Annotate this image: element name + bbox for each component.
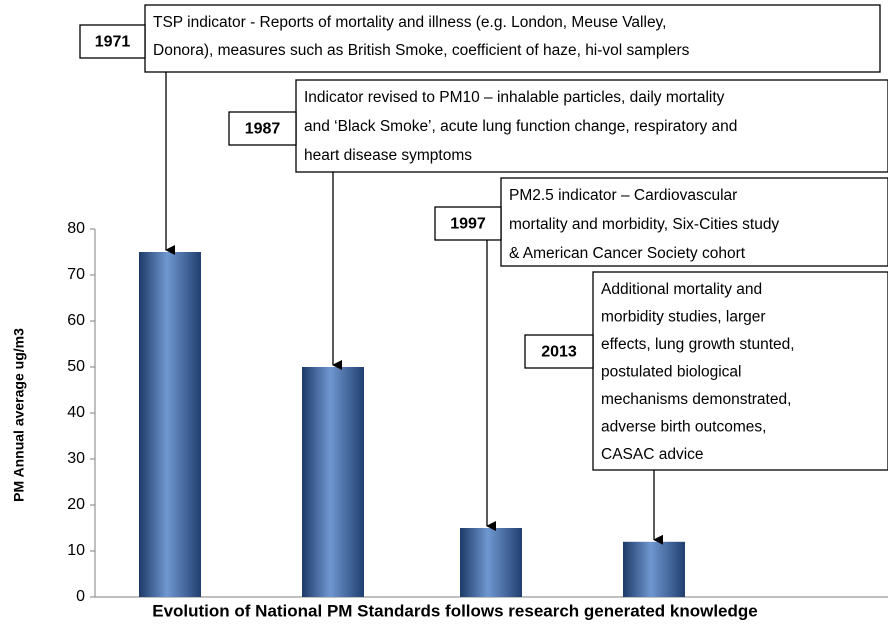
annotation-text: Additional mortality and	[601, 281, 762, 298]
y-tick-label: 30	[67, 450, 85, 467]
annotation-text: and ‘Black Smoke’, acute lung function c…	[304, 118, 737, 135]
y-tick-label: 60	[67, 312, 85, 329]
annotation-box	[500, 177, 888, 267]
y-tick-label: 40	[67, 404, 85, 421]
annotation-box	[295, 79, 888, 173]
annotation-text: adverse birth outcomes,	[601, 419, 766, 436]
annotation-text: Donora), measures such as British Smoke,…	[153, 42, 690, 59]
year-box	[524, 334, 594, 369]
annotation-text: TSP indicator - Reports of mortality and…	[153, 14, 666, 31]
x-axis-label: Evolution of National PM Standards follo…	[152, 601, 758, 620]
bar	[623, 541, 685, 597]
y-tick-label: 50	[67, 358, 85, 375]
annotation-text: PM2.5 indicator – Cardiovascular	[509, 187, 737, 204]
year-box	[79, 24, 146, 59]
year-label: 1987	[245, 121, 281, 138]
annotation-text: effects, lung growth stunted,	[601, 336, 795, 353]
y-tick-label: 0	[76, 588, 85, 605]
year-box	[228, 111, 297, 146]
annotation-text: postulated biological	[601, 364, 741, 381]
year-box	[434, 206, 502, 241]
annotation-text: morbidity studies, larger	[601, 309, 766, 326]
year-label: 1971	[95, 34, 131, 51]
annotation-text: heart disease symptoms	[304, 147, 472, 164]
bar	[139, 252, 201, 597]
bar	[302, 367, 364, 597]
annotation-text: mortality and morbidity, Six-Cities stud…	[509, 216, 779, 233]
annotation-text: CASAC advice	[601, 446, 704, 463]
y-tick-label: 80	[67, 220, 85, 237]
annotation-text: & American Cancer Society cohort	[509, 245, 746, 262]
year-label: 1997	[450, 216, 486, 233]
annotation-box	[592, 271, 888, 471]
y-tick-label: 10	[67, 542, 85, 559]
annotation-text: Indicator revised to PM10 – inhalable pa…	[304, 89, 725, 106]
annotation-text: mechanisms demonstrated,	[601, 391, 791, 408]
y-axis-label: PM Annual average ug/m3	[11, 328, 27, 502]
y-tick-label: 20	[67, 496, 85, 513]
y-tick-label: 70	[67, 266, 85, 283]
annotation-box	[144, 4, 881, 73]
bar	[460, 528, 522, 597]
year-label: 2013	[541, 344, 577, 361]
